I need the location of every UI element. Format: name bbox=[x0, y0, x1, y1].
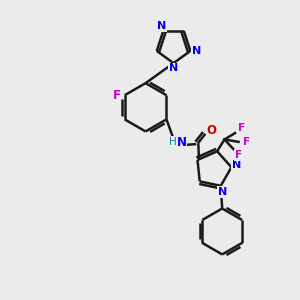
Text: F: F bbox=[235, 150, 242, 160]
Text: H: H bbox=[169, 137, 176, 147]
Text: F: F bbox=[112, 89, 120, 102]
Text: F: F bbox=[243, 137, 250, 147]
Text: N: N bbox=[169, 63, 178, 74]
Text: N: N bbox=[232, 160, 242, 170]
Text: N: N bbox=[176, 136, 187, 148]
Text: O: O bbox=[207, 124, 217, 137]
Text: N: N bbox=[192, 46, 201, 56]
Text: F: F bbox=[238, 123, 245, 133]
Text: N: N bbox=[218, 187, 227, 197]
Text: N: N bbox=[157, 21, 166, 31]
